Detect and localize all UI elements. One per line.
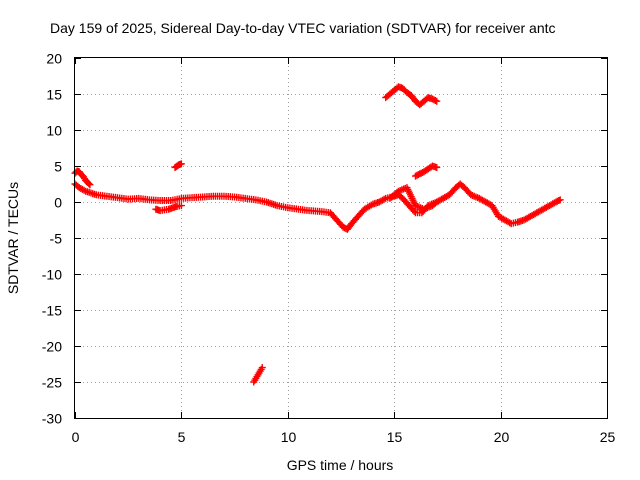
y-axis-label: SDTVAR / TECUs [5, 182, 21, 294]
series-segment-3-5h-low [152, 202, 185, 215]
y-tick-label: -25 [42, 375, 62, 391]
data-point [433, 198, 441, 206]
data-point [177, 202, 185, 210]
y-tick-label: -20 [42, 339, 62, 355]
data-point [433, 163, 441, 171]
y-tick-label: -5 [50, 231, 63, 247]
x-tick-label: 25 [600, 429, 616, 445]
plot-frame [74, 57, 608, 419]
data-point [80, 186, 88, 194]
series-main-trace [71, 180, 564, 233]
x-tick-label: 0 [72, 429, 80, 445]
y-tick-label: -10 [42, 267, 62, 283]
x-axis-label: GPS time / hours [287, 457, 394, 473]
data-point [431, 199, 439, 207]
series-segment-8-9h-low [250, 364, 266, 386]
y-tick-label: -30 [42, 411, 62, 427]
y-tick-label: 15 [46, 87, 62, 103]
data-point [380, 195, 388, 203]
data-point [410, 207, 418, 215]
grid-lines [75, 58, 607, 418]
data-points [71, 83, 564, 386]
x-tick-label: 5 [178, 429, 186, 445]
data-point [556, 196, 564, 204]
y-tick-label: 5 [54, 159, 62, 175]
x-tick-label: 20 [494, 429, 510, 445]
series-segment-15h-high [382, 83, 441, 109]
data-point [85, 180, 93, 188]
y-tick-label: 10 [46, 123, 62, 139]
chart-title: Day 159 of 2025, Sidereal Day-to-day VTE… [50, 20, 556, 36]
y-tick-label: -15 [42, 303, 62, 319]
tick-labels: 0 5 10 15 20 25 -30 -25 -20 -15 -10 -5 0 5 10 15 20 [42, 51, 616, 446]
data-point [555, 197, 563, 205]
y-tick-label: 20 [46, 51, 62, 67]
data-point [177, 160, 185, 168]
data-point [86, 181, 94, 189]
x-tick-label: 10 [281, 429, 297, 445]
x-tick-label: 15 [387, 429, 403, 445]
data-point [431, 96, 439, 104]
series-segment-16-17h-mid [411, 162, 441, 180]
series-segment-5h-high [171, 160, 185, 171]
data-point [258, 364, 266, 372]
y-tick-label: 0 [54, 195, 62, 211]
data-point [433, 97, 441, 105]
series-segment-14-17h-offset [386, 184, 441, 213]
